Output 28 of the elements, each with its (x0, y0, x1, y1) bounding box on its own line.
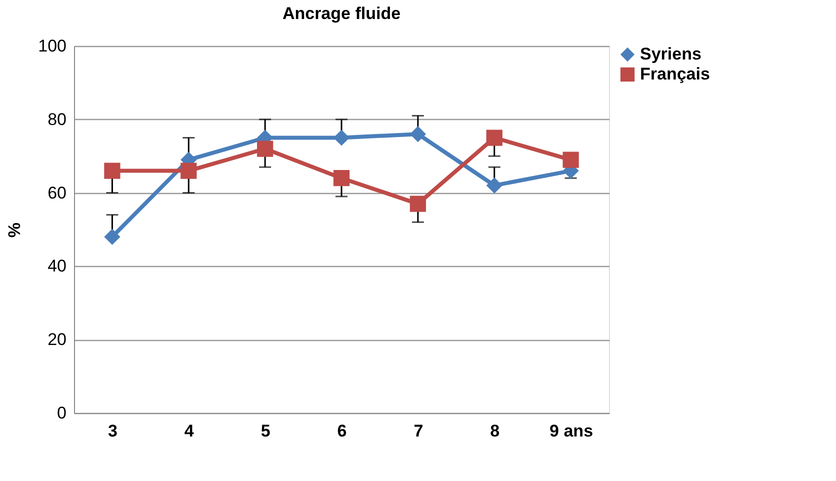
y-tick-label: 80 (48, 110, 66, 129)
point (180, 162, 197, 179)
point (486, 130, 502, 146)
x-tick-label: 5 (260, 422, 270, 440)
y-tick-label: 20 (48, 330, 66, 350)
point (410, 196, 426, 212)
legend-label: Français (640, 64, 710, 84)
y-axis-title: % (5, 222, 24, 238)
point (486, 177, 502, 194)
point (104, 162, 120, 179)
y-tick-label: 40 (48, 256, 66, 276)
x-tick-label: 3 (108, 422, 118, 440)
point (333, 170, 350, 186)
x-tick-label: 9 ans (550, 422, 594, 440)
x-tick-label: 6 (337, 422, 347, 440)
chart-title: Ancrage fluide (282, 4, 401, 23)
point (257, 140, 274, 157)
point (333, 130, 350, 146)
point (562, 152, 579, 168)
legend-label: Syriens (640, 44, 702, 64)
y-tick-label: 0 (57, 404, 66, 422)
x-tick-label: 7 (414, 422, 424, 440)
x-tick-label: 4 (184, 422, 194, 440)
y-tick-label: 100 (38, 36, 66, 56)
point (410, 126, 426, 142)
x-tick-label: 8 (490, 422, 500, 440)
point (104, 228, 120, 245)
y-tick-label: 60 (48, 183, 66, 202)
